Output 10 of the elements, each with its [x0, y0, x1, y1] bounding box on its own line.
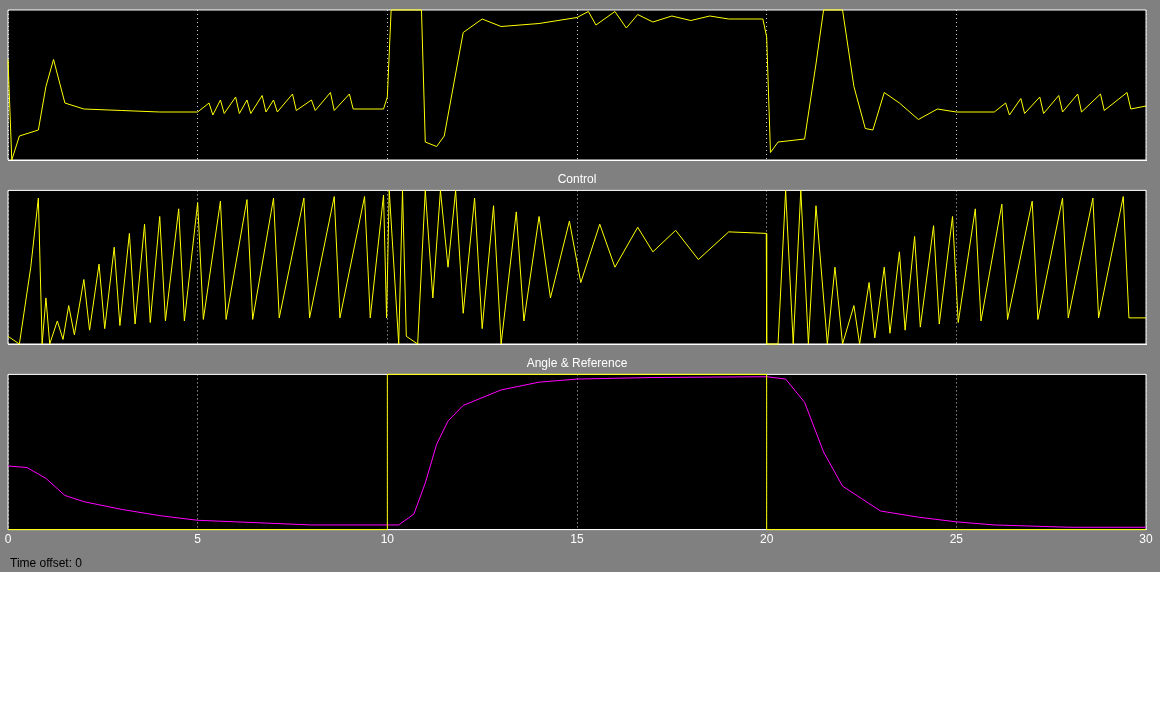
- x-tick-label: 5: [194, 532, 202, 547]
- x-tick-label: 15: [570, 532, 584, 547]
- x-tick-label: 10: [380, 532, 395, 547]
- x-tick-label: 0: [4, 532, 12, 547]
- x-tick-label: 20: [759, 532, 774, 547]
- text: Time offset: 0: [9, 555, 84, 572]
- chart-title: Angle & Reference: [526, 355, 628, 370]
- x-tick-label: 30: [1139, 532, 1153, 547]
- chart-title: Control: [557, 171, 597, 186]
- x-tick-label: 25: [949, 532, 964, 547]
